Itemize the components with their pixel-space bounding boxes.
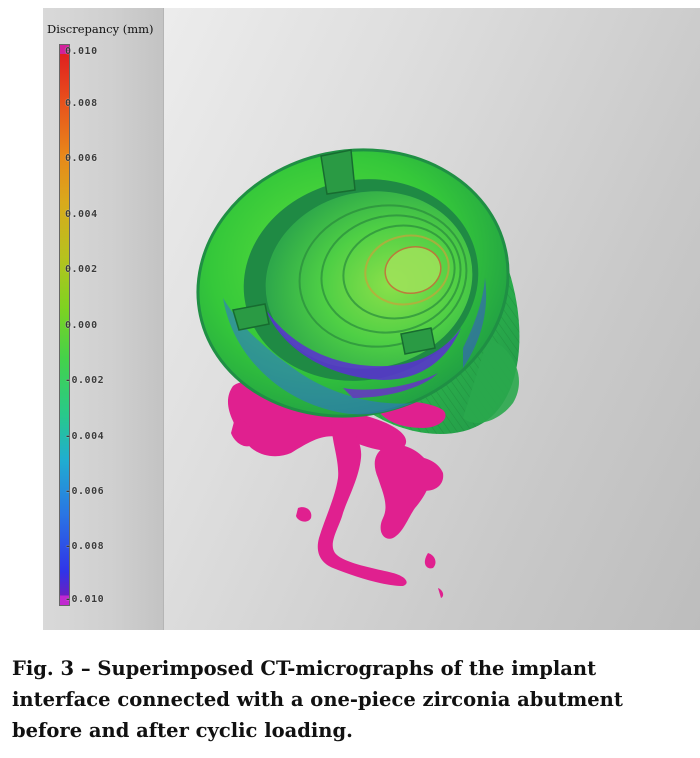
tick-5: 0.000 xyxy=(65,320,98,331)
figure-image: Discrepancy (mm) 0.010 0.008 0.006 0.004… xyxy=(43,8,700,630)
implant-micrograph xyxy=(196,148,520,598)
tick-9: -0.008 xyxy=(65,541,105,552)
tick-10: -0.010 xyxy=(65,594,105,605)
tick-7: -0.004 xyxy=(65,431,105,442)
tick-2: 0.006 xyxy=(65,153,98,164)
tick-1: 0.008 xyxy=(65,98,98,109)
tick-0: 0.010 xyxy=(65,46,98,57)
tick-3: 0.004 xyxy=(65,209,98,220)
tick-4: 0.002 xyxy=(65,264,98,275)
tick-6: -0.002 xyxy=(65,375,105,386)
color-scale-bar xyxy=(59,44,70,606)
figure-caption: Fig. 3 – Superimposed CT-micrographs of … xyxy=(12,657,623,742)
tick-8: -0.006 xyxy=(65,486,105,497)
legend-title: Discrepancy (mm) xyxy=(47,22,154,36)
anti-rotation-notches xyxy=(232,149,436,355)
legend-panel: Discrepancy (mm) 0.010 0.008 0.006 0.004… xyxy=(43,8,164,630)
